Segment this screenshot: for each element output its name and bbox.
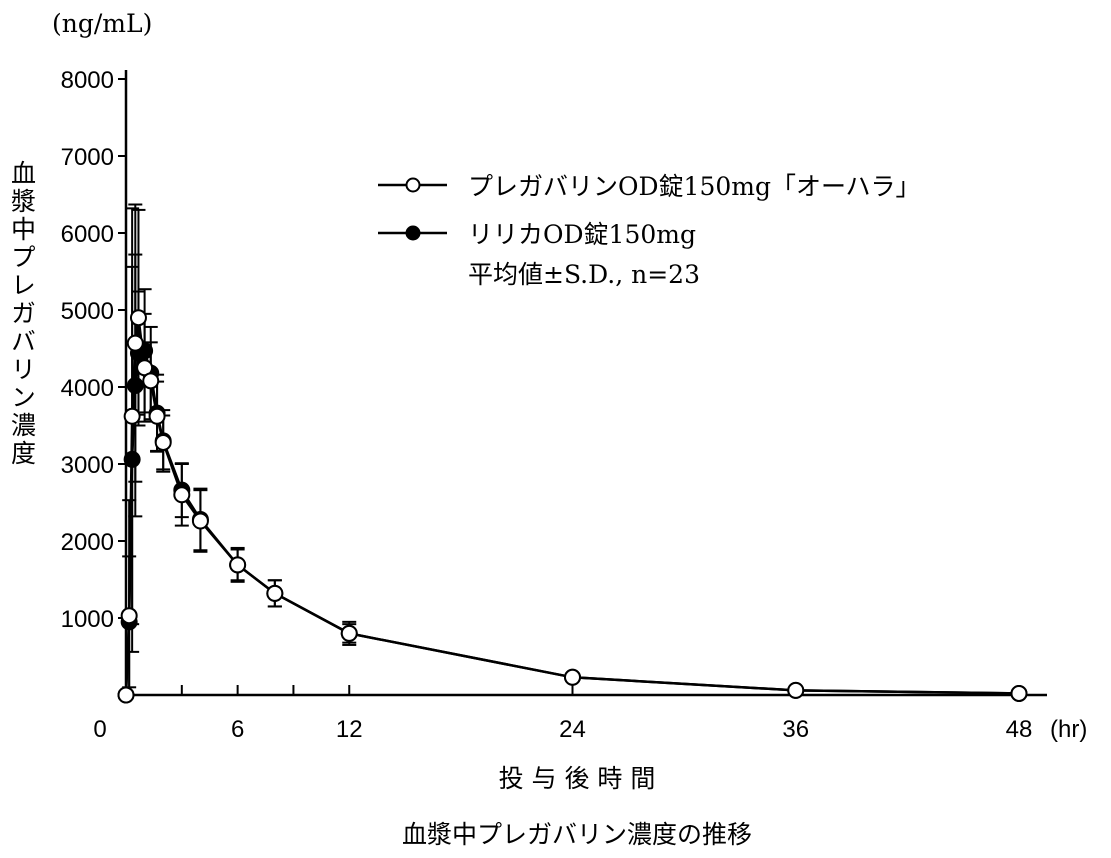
y-tick-label: 6000 bbox=[61, 221, 114, 248]
y-tick-label: 2000 bbox=[61, 529, 114, 556]
x-tick-label: 0 bbox=[93, 716, 106, 743]
x-axis-label: 投 与 後 時 間 bbox=[499, 764, 656, 793]
open-point bbox=[229, 556, 247, 574]
y-tick-label: 8000 bbox=[61, 67, 114, 94]
open-point bbox=[123, 407, 141, 425]
open-point bbox=[191, 512, 209, 530]
x-tick-label: 24 bbox=[559, 716, 586, 743]
open-point bbox=[142, 372, 160, 390]
legend-marker bbox=[405, 177, 421, 193]
legend-note: 平均値±S.D., n=23 bbox=[468, 260, 700, 289]
open-point bbox=[787, 681, 805, 699]
x-tick-label: 6 bbox=[231, 716, 244, 743]
open-point bbox=[154, 433, 172, 451]
legend-label: リリカOD錠150mg bbox=[468, 220, 696, 249]
y-tick-label: 5000 bbox=[61, 298, 114, 325]
y-tick-label: 4000 bbox=[61, 375, 114, 402]
x-tick-label: 48 bbox=[1006, 716, 1033, 743]
legend-label: プレガバリンOD錠150mg「オーハラ」 bbox=[468, 172, 920, 201]
series-line-1 bbox=[124, 349, 1020, 696]
open-point bbox=[340, 624, 358, 642]
legend-marker bbox=[405, 225, 421, 241]
chart-title: 血漿中プレガバリン濃度の推移 bbox=[402, 820, 752, 849]
open-point bbox=[266, 584, 284, 602]
y-axis-label: 血漿中プレガバリン濃度 bbox=[8, 160, 37, 468]
x-tick-label: 36 bbox=[782, 716, 809, 743]
open-point bbox=[148, 407, 166, 425]
x-unit: (hr) bbox=[1050, 716, 1087, 743]
open-point bbox=[117, 686, 135, 704]
y-tick-label: 7000 bbox=[61, 144, 114, 171]
y-tick-label: 1000 bbox=[61, 606, 114, 633]
open-point bbox=[120, 607, 138, 625]
open-point bbox=[1010, 684, 1028, 702]
open-point bbox=[564, 668, 581, 686]
open-point bbox=[173, 486, 191, 504]
x-tick-label: 12 bbox=[336, 716, 363, 743]
open-point bbox=[129, 309, 147, 327]
series-line-0 bbox=[124, 317, 1020, 696]
y-unit: (ng/mL) bbox=[52, 9, 152, 38]
y-tick-label: 3000 bbox=[61, 452, 114, 479]
open-point bbox=[126, 334, 144, 352]
